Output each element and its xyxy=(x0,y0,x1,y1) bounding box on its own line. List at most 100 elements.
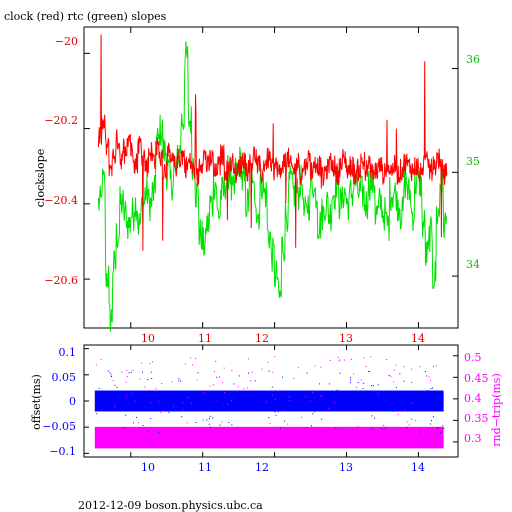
offset-point xyxy=(151,378,153,379)
offset-point xyxy=(110,374,112,376)
offset-point xyxy=(178,380,180,382)
top-xtick-label: 13 xyxy=(339,332,353,345)
round-trip-point xyxy=(171,381,173,383)
offset-point xyxy=(158,432,160,434)
round-trip-point xyxy=(149,363,151,365)
offset-point xyxy=(228,422,230,423)
offset-point xyxy=(372,385,374,387)
offset-point xyxy=(177,394,179,396)
offset-point xyxy=(419,431,421,433)
top-ytick-label: −20 xyxy=(55,35,78,48)
offset-point xyxy=(311,425,312,427)
round-trip-point xyxy=(192,364,193,366)
round-trip-point xyxy=(112,379,114,381)
offset-point xyxy=(139,399,141,401)
round-trip-band xyxy=(94,426,444,449)
round-trip-point xyxy=(393,381,395,383)
round-trip-point xyxy=(419,366,421,368)
round-trip-point xyxy=(269,423,271,425)
offset-point xyxy=(388,375,390,376)
offset-point xyxy=(399,373,401,375)
offset-point xyxy=(282,376,283,378)
round-trip-point xyxy=(433,366,434,368)
bottom-xtick-label: 13 xyxy=(339,461,353,474)
round-trip-point xyxy=(301,416,303,418)
offset-point xyxy=(233,383,235,385)
round-trip-point xyxy=(95,364,97,366)
round-trip-point xyxy=(404,409,406,411)
offset-point xyxy=(142,371,144,373)
offset-point xyxy=(436,427,438,428)
round-trip-point xyxy=(350,358,352,360)
round-trip-point xyxy=(114,405,116,407)
offset-point xyxy=(271,386,273,388)
round-trip-point xyxy=(190,357,192,359)
round-trip-point xyxy=(222,382,224,384)
top-panel: −20 −20.2 −20.4 −20.6 34 35 36 10 11 12 … xyxy=(34,26,480,345)
offset-point xyxy=(150,418,152,420)
round-trip-point xyxy=(243,388,245,390)
round-trip-point xyxy=(183,409,185,411)
round-trip-point xyxy=(275,398,277,400)
offset-point xyxy=(339,372,341,374)
top-ticks-group xyxy=(84,27,458,328)
round-trip-point xyxy=(141,362,143,364)
bottom-ticks-group xyxy=(84,345,458,457)
round-trip-point xyxy=(314,365,316,367)
offset-point xyxy=(406,427,408,428)
round-trip-point xyxy=(266,401,267,403)
offset-point xyxy=(384,427,386,429)
round-trip-point xyxy=(126,370,128,371)
round-trip-point xyxy=(287,423,289,425)
offset-point xyxy=(280,427,282,429)
offset-point xyxy=(319,383,321,385)
offset-point xyxy=(275,414,277,416)
offset-point xyxy=(135,403,137,405)
offset-point xyxy=(125,414,127,416)
bottom-y2tick-label: 0.3 xyxy=(464,432,482,445)
round-trip-point xyxy=(182,402,184,404)
offset-point xyxy=(306,372,308,374)
top-y2tick-label: 35 xyxy=(466,155,480,168)
offset-point xyxy=(403,380,405,382)
offset-point xyxy=(371,385,373,387)
offset-point xyxy=(382,398,384,399)
round-trip-point xyxy=(341,427,343,429)
top-xtick-label: 12 xyxy=(255,332,269,345)
offset-point xyxy=(133,394,135,396)
offset-point xyxy=(105,408,107,410)
bottom-xtick-label: 14 xyxy=(411,461,425,474)
offset-point xyxy=(128,372,130,374)
offset-point xyxy=(367,371,369,372)
bottom-y2tick-label: 0.4 xyxy=(464,392,482,405)
round-trip-point xyxy=(414,419,416,421)
round-trip-point xyxy=(369,370,371,372)
offset-point xyxy=(439,431,441,433)
bottom-series-group xyxy=(94,356,445,449)
offset-point xyxy=(350,377,352,379)
offset-point xyxy=(424,371,426,372)
top-xtick-label: 11 xyxy=(198,332,212,345)
round-trip-point xyxy=(251,371,253,373)
round-trip-point xyxy=(202,419,204,421)
round-trip-point xyxy=(334,402,336,404)
offset-point xyxy=(268,370,270,372)
round-trip-point xyxy=(161,383,163,384)
offset-point xyxy=(432,416,434,418)
offset-point xyxy=(288,401,290,403)
round-trip-point xyxy=(357,426,359,428)
round-trip-point xyxy=(158,401,160,403)
round-trip-point xyxy=(282,410,284,412)
top-ytick-label: −20.4 xyxy=(44,194,78,207)
round-trip-point xyxy=(363,357,365,359)
top-xtick-label: 10 xyxy=(141,332,155,345)
round-trip-point xyxy=(261,368,263,370)
offset-point xyxy=(133,405,135,407)
round-trip-point xyxy=(160,411,162,413)
round-trip-point xyxy=(339,359,341,361)
offset-point xyxy=(138,405,140,407)
round-trip-point xyxy=(311,391,313,393)
offset-point xyxy=(274,411,276,413)
offset-point xyxy=(96,413,98,415)
